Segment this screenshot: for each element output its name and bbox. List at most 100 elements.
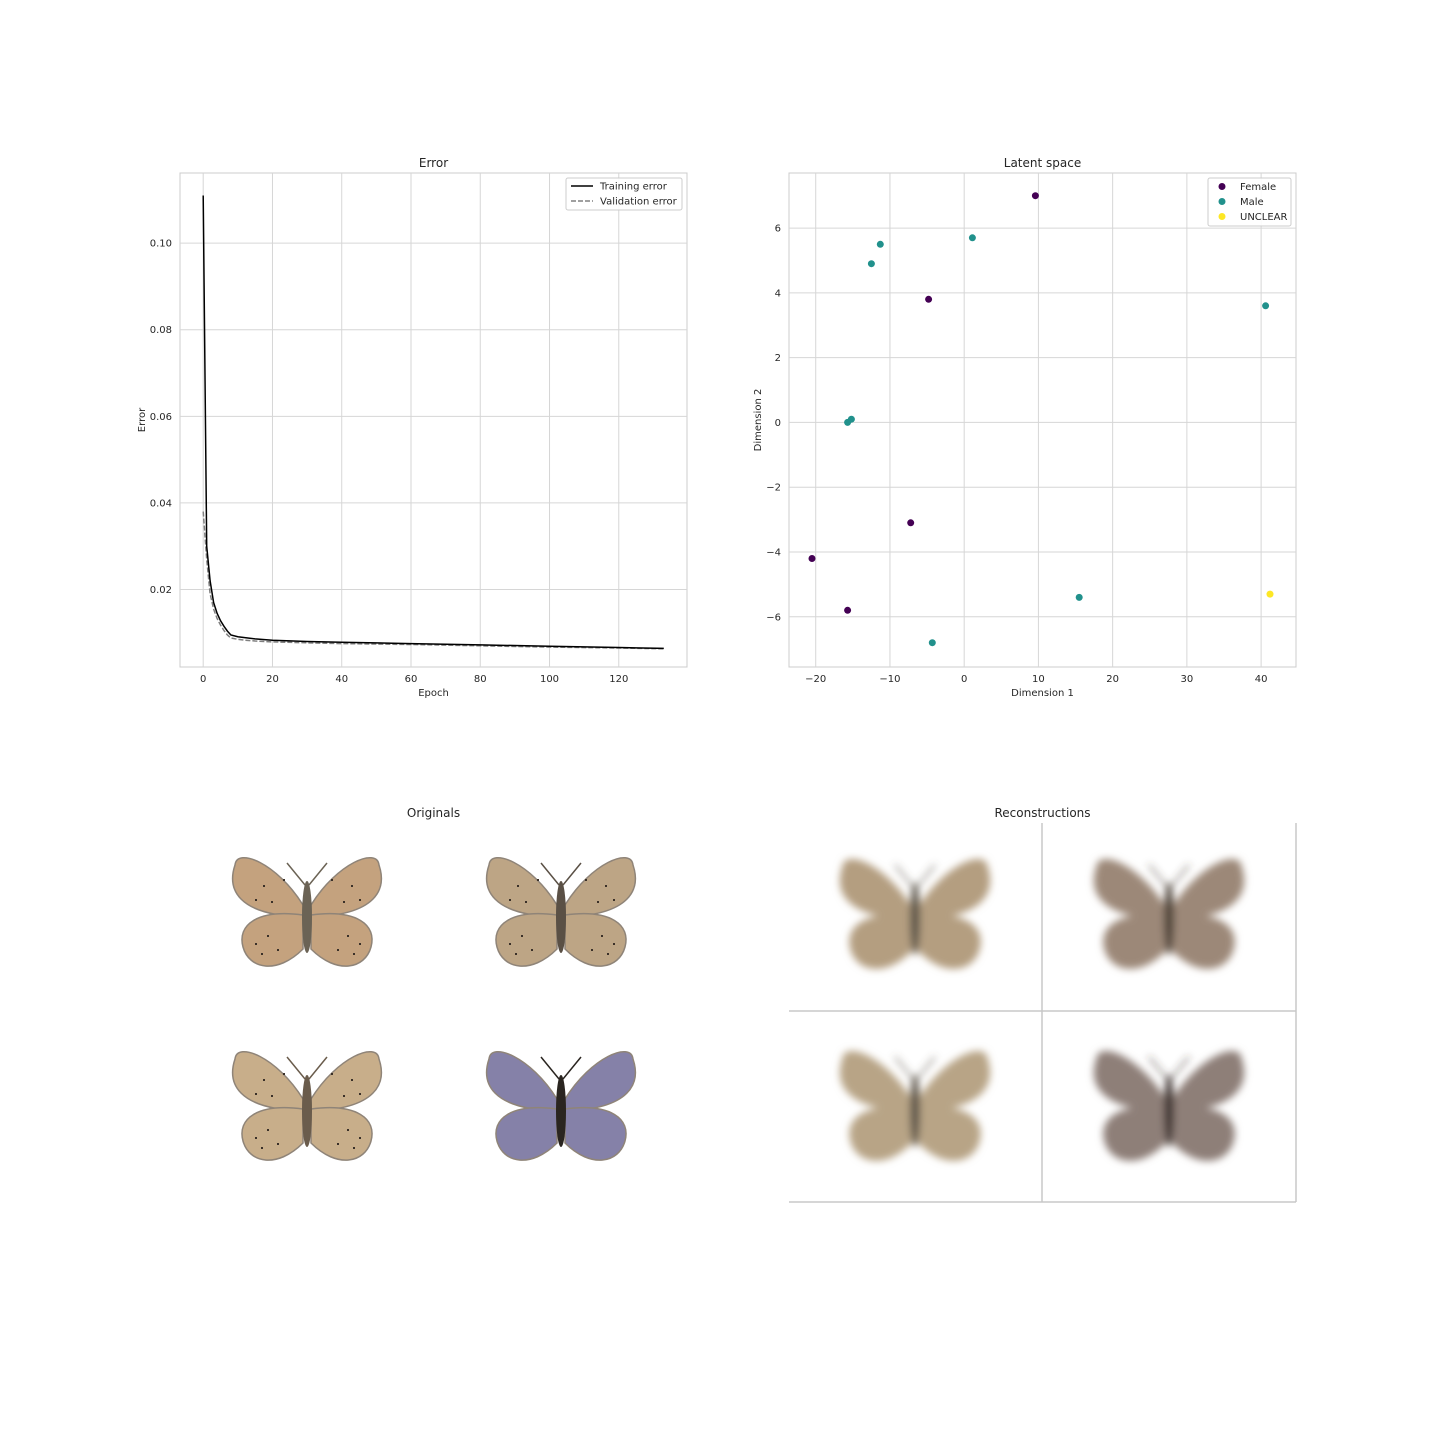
wing-spot: [353, 953, 355, 955]
error-x-tick-label: 80: [474, 674, 487, 685]
legend-training-label: Training error: [599, 182, 668, 193]
butterfly-body: [910, 883, 920, 955]
wing-spot: [537, 879, 539, 881]
legend-female-marker: [1218, 183, 1226, 190]
wing-spot: [337, 949, 339, 951]
latent-x-tick-label: 30: [1181, 674, 1194, 685]
latent-y-tick-label: 0: [775, 418, 781, 429]
wing-spot: [263, 1079, 265, 1081]
error-chart-legend: Training error Validation error: [565, 177, 683, 211]
latent-chart-points: [808, 192, 1274, 647]
originals-title: Originals: [407, 806, 460, 820]
scatter-point-female: [1031, 192, 1039, 200]
wing-spot: [261, 953, 263, 955]
latent-chart-x-ticks: −20 −10 0 10 20 30 40: [805, 674, 1267, 685]
error-x-tick-label: 120: [609, 674, 628, 685]
wing-spot: [255, 943, 257, 945]
butterfly-body: [1164, 883, 1174, 955]
right-hindwing: [310, 913, 373, 967]
left-forewing: [1093, 858, 1166, 920]
scatter-point-unclear: [1266, 590, 1274, 598]
wing-spot: [515, 953, 517, 955]
error-x-tick-label: 100: [540, 674, 559, 685]
left-hindwing: [495, 913, 558, 967]
error-chart-frame: [179, 172, 688, 668]
wing-spot: [597, 901, 599, 903]
left-hindwing: [495, 1107, 558, 1161]
latent-y-tick-label: 4: [775, 288, 781, 299]
latent-y-tick-label: −2: [766, 483, 781, 494]
wing-spot: [277, 1143, 279, 1145]
wing-spot: [271, 1095, 273, 1097]
original-3-image: [231, 1050, 383, 1161]
right-hindwing: [1172, 915, 1235, 969]
scatter-point-female: [844, 606, 852, 614]
reconstruction-2-image: [1093, 858, 1245, 969]
left-forewing: [839, 858, 912, 920]
wing-spot: [605, 885, 607, 887]
right-hindwing: [310, 1107, 373, 1161]
reconstructions-dividers: [789, 823, 1297, 1203]
left-hindwing: [1103, 1107, 1166, 1161]
butterfly-body: [556, 1075, 566, 1147]
error-x-tick-label: 60: [405, 674, 418, 685]
left-hindwing: [1103, 915, 1166, 969]
error-chart: 0 20 40 60 80 100 120 0.02 0.04 0.06 0.08 0.10 Err…: [137, 156, 688, 699]
scatter-point-male: [928, 639, 936, 647]
error-chart-title: Error: [419, 156, 448, 170]
butterfly-antennae: [540, 862, 582, 886]
wing-spot: [359, 899, 361, 901]
wing-spot: [261, 1147, 263, 1149]
original-2-image: [485, 856, 637, 967]
latent-x-tick-label: −10: [879, 674, 900, 685]
error-y-tick-label: 0.10: [150, 239, 172, 250]
latent-x-tick-label: 20: [1106, 674, 1119, 685]
reconstruction-3-image: [839, 1050, 991, 1161]
scatter-point-male: [876, 240, 884, 248]
right-hindwing: [564, 1107, 627, 1161]
wing-spot: [613, 943, 615, 945]
butterfly-body: [556, 881, 566, 953]
right-hindwing: [1172, 1107, 1235, 1161]
scatter-point-male: [867, 260, 875, 268]
latent-chart-frame: [788, 172, 1297, 668]
error-x-tick-label: 40: [335, 674, 348, 685]
left-hindwing: [241, 913, 304, 967]
wing-spot: [521, 935, 523, 937]
right-forewing: [918, 858, 991, 920]
latent-y-tick-label: −4: [766, 548, 781, 559]
original-4-image: [485, 1050, 637, 1161]
wing-spot: [353, 1147, 355, 1149]
left-hindwing: [241, 1107, 304, 1161]
wing-spot: [347, 935, 349, 937]
wing-spot: [351, 885, 353, 887]
right-forewing: [918, 1050, 991, 1112]
validation-error-line: [202, 511, 664, 650]
latent-chart-grid: [789, 173, 1296, 667]
legend-unclear-label: UNCLEAR: [1240, 212, 1288, 223]
butterfly-body: [910, 1075, 920, 1147]
wing-spot: [517, 885, 519, 887]
wing-spot: [331, 879, 333, 881]
left-hindwing: [849, 915, 912, 969]
wing-spot: [271, 901, 273, 903]
right-hindwing: [564, 913, 627, 967]
legend-validation-label: Validation error: [600, 197, 678, 208]
error-x-tick-label: 0: [200, 674, 206, 685]
wing-spot: [283, 879, 285, 881]
wing-spot: [531, 949, 533, 951]
wing-spot: [343, 1095, 345, 1097]
scatter-point-female: [808, 555, 816, 562]
butterfly-antennae: [1148, 1056, 1190, 1080]
latent-x-tick-label: 0: [961, 674, 967, 685]
original-1-image: [231, 856, 383, 967]
wing-spot: [255, 1093, 257, 1095]
wing-spot: [263, 885, 265, 887]
wing-spot: [509, 899, 511, 901]
left-forewing: [485, 1050, 558, 1112]
butterfly-antennae: [286, 1056, 328, 1080]
wing-spot: [525, 901, 527, 903]
left-forewing: [231, 1050, 304, 1112]
wing-spot: [585, 879, 587, 881]
scatter-point-female: [907, 519, 915, 527]
